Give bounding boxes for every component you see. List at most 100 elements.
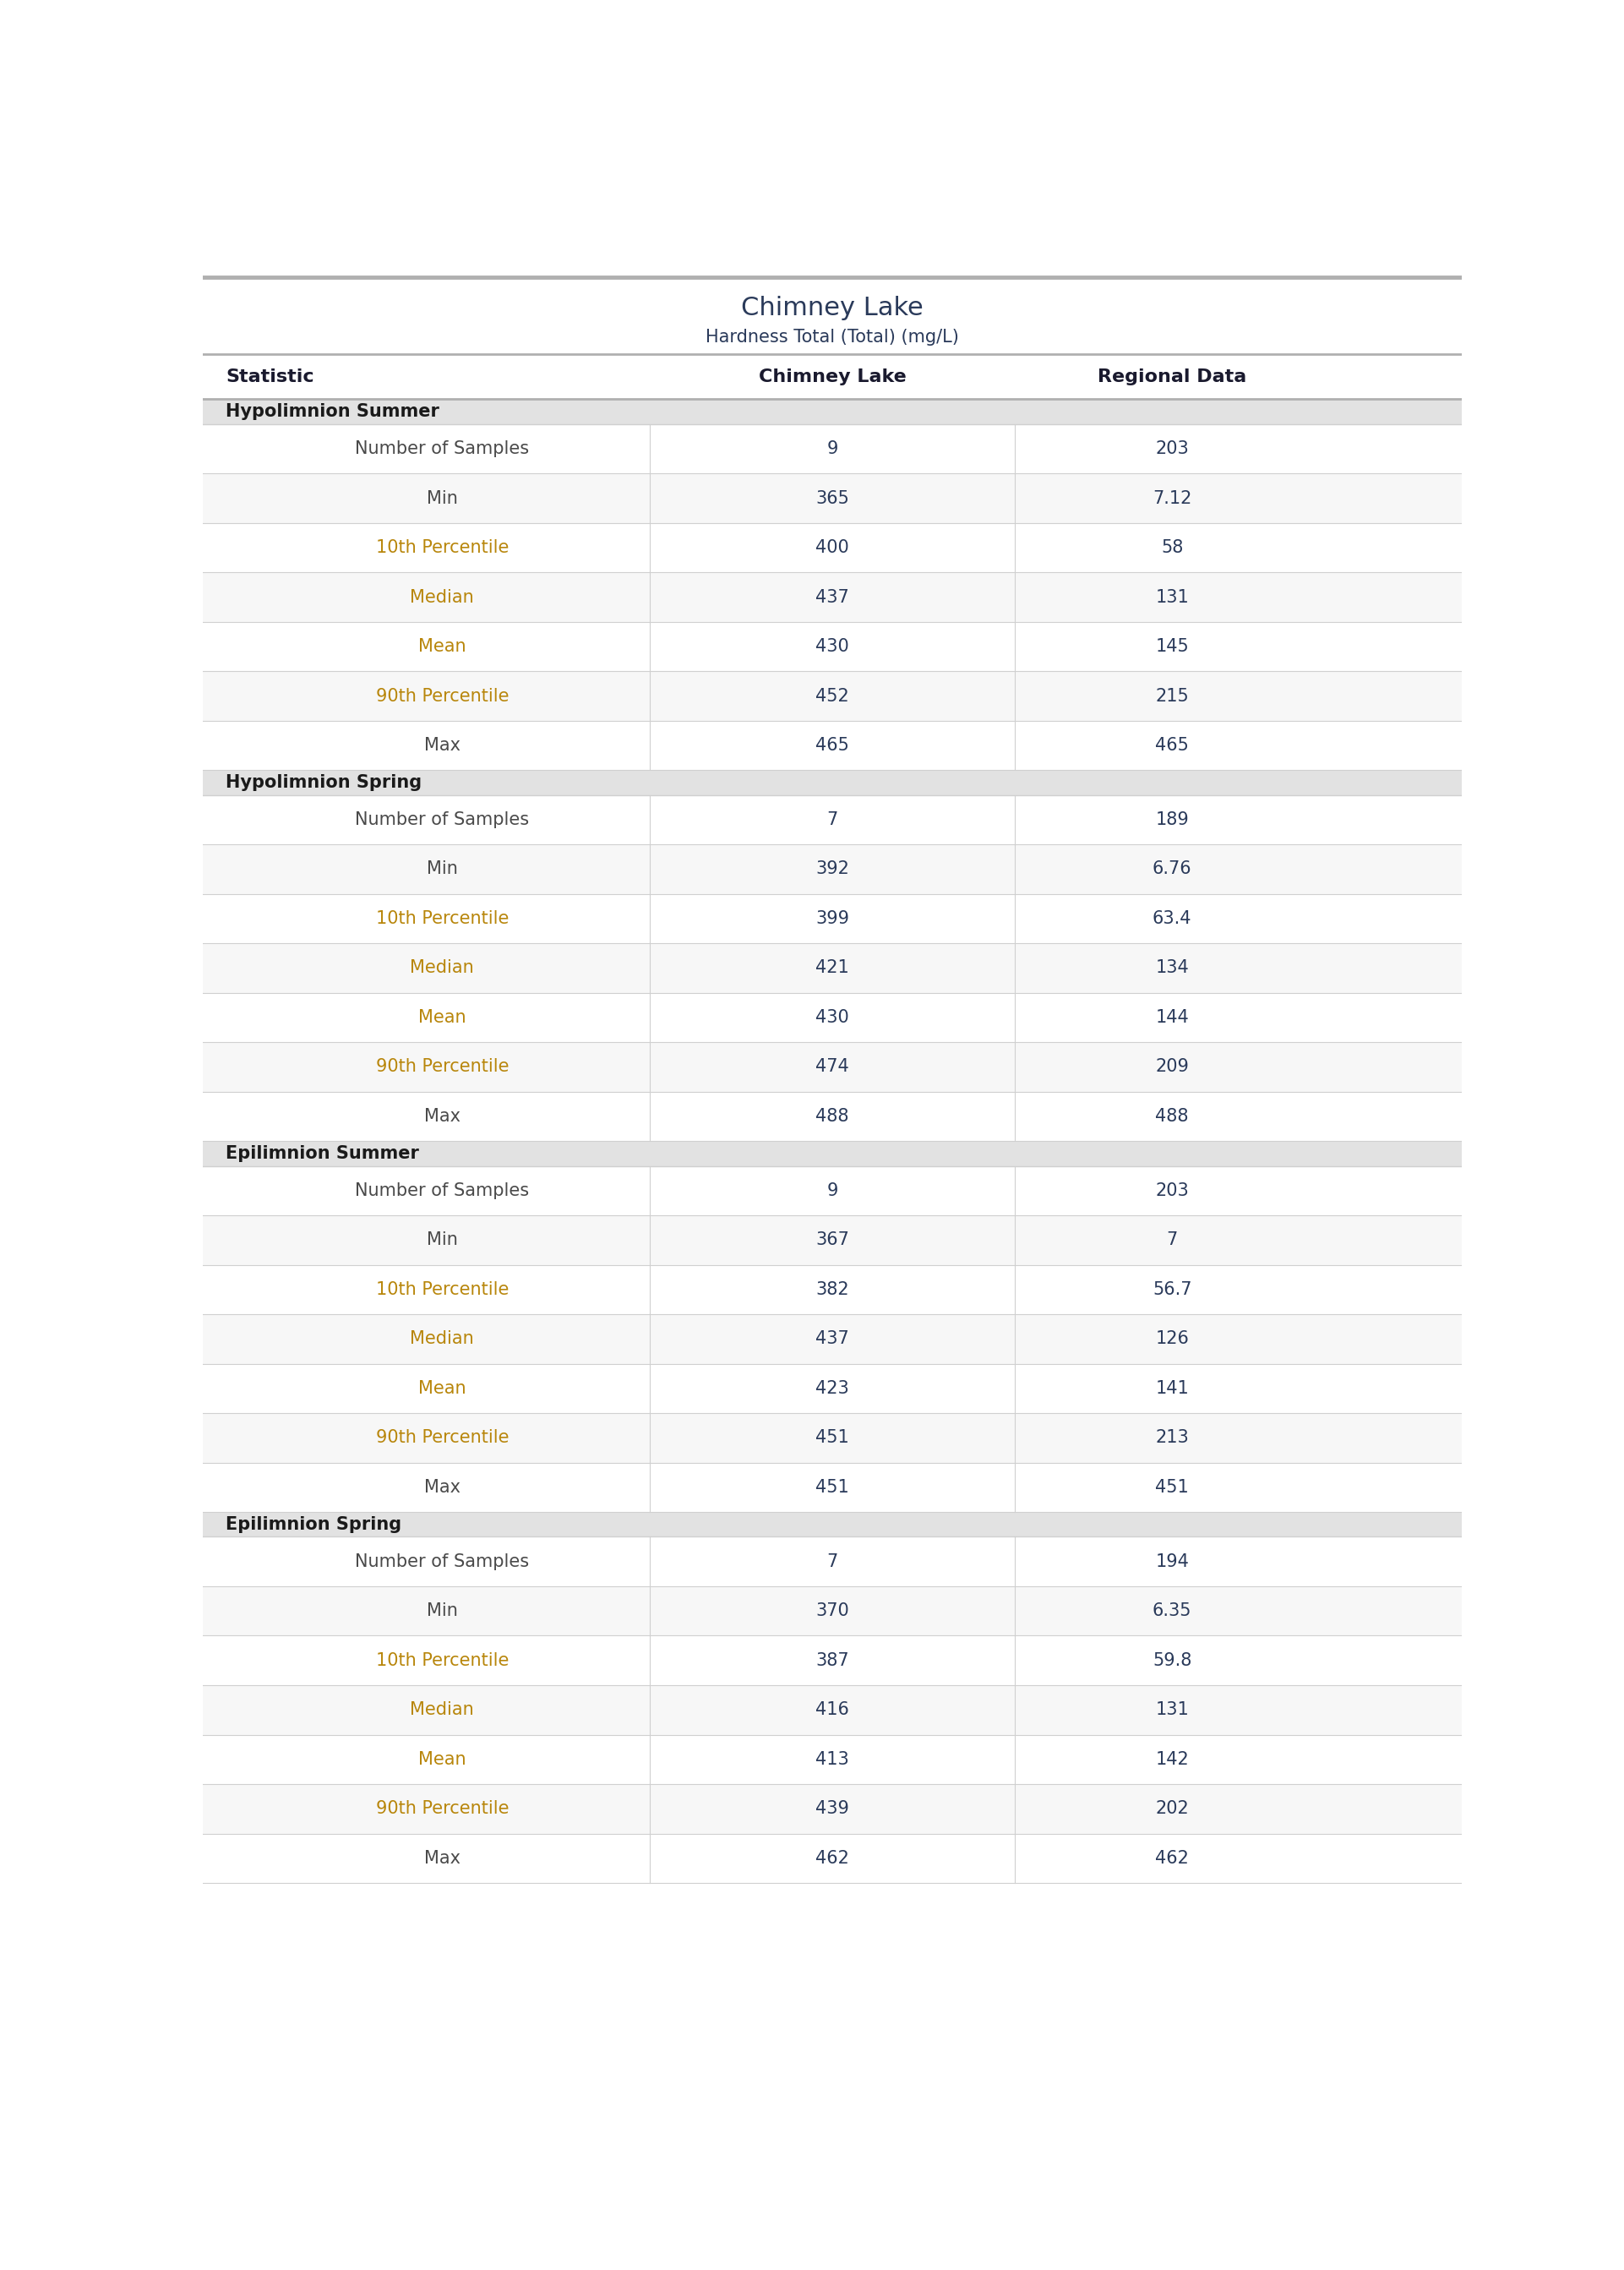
- Text: 126: 126: [1155, 1330, 1189, 1348]
- Text: 10th Percentile: 10th Percentile: [375, 540, 508, 556]
- Text: 439: 439: [815, 1800, 849, 1818]
- FancyBboxPatch shape: [203, 1834, 1462, 1884]
- Text: 131: 131: [1155, 1702, 1189, 1718]
- Text: 90th Percentile: 90th Percentile: [375, 1058, 508, 1076]
- FancyBboxPatch shape: [203, 1587, 1462, 1637]
- Text: Max: Max: [424, 1850, 460, 1866]
- FancyBboxPatch shape: [203, 1512, 1462, 1537]
- Text: 7: 7: [827, 1553, 838, 1571]
- FancyBboxPatch shape: [203, 794, 1462, 844]
- Text: 202: 202: [1155, 1800, 1189, 1818]
- Text: Regional Data: Regional Data: [1098, 368, 1247, 386]
- FancyBboxPatch shape: [203, 1314, 1462, 1364]
- Text: Number of Samples: Number of Samples: [356, 1183, 529, 1199]
- Text: 452: 452: [815, 688, 849, 704]
- Text: 400: 400: [815, 540, 849, 556]
- Text: 451: 451: [1155, 1478, 1189, 1496]
- Text: 462: 462: [1155, 1850, 1189, 1866]
- FancyBboxPatch shape: [203, 1264, 1462, 1314]
- FancyBboxPatch shape: [203, 1414, 1462, 1462]
- FancyBboxPatch shape: [203, 1537, 1462, 1587]
- Text: 142: 142: [1155, 1750, 1189, 1768]
- Text: 382: 382: [815, 1280, 849, 1298]
- Text: 7: 7: [1166, 1233, 1177, 1248]
- FancyBboxPatch shape: [203, 844, 1462, 894]
- Text: 413: 413: [815, 1750, 849, 1768]
- Text: 9: 9: [827, 440, 838, 456]
- Text: 387: 387: [815, 1653, 849, 1668]
- Text: 451: 451: [815, 1430, 849, 1446]
- FancyBboxPatch shape: [203, 1142, 1462, 1167]
- Text: 134: 134: [1155, 960, 1189, 976]
- FancyBboxPatch shape: [203, 1167, 1462, 1214]
- Text: 9: 9: [827, 1183, 838, 1199]
- Text: Chimney Lake: Chimney Lake: [741, 295, 924, 320]
- Text: 462: 462: [815, 1850, 849, 1866]
- Text: Median: Median: [411, 588, 474, 606]
- Text: 215: 215: [1155, 688, 1189, 704]
- Text: 370: 370: [815, 1603, 849, 1619]
- Text: Mean: Mean: [419, 1750, 466, 1768]
- FancyBboxPatch shape: [203, 572, 1462, 622]
- Text: 430: 430: [815, 638, 849, 656]
- Text: 10th Percentile: 10th Percentile: [375, 1280, 508, 1298]
- Text: 465: 465: [815, 738, 849, 754]
- Text: 416: 416: [815, 1702, 849, 1718]
- FancyBboxPatch shape: [203, 622, 1462, 672]
- Text: 56.7: 56.7: [1153, 1280, 1192, 1298]
- Text: 58: 58: [1161, 540, 1184, 556]
- Text: 488: 488: [1155, 1108, 1189, 1126]
- Text: 10th Percentile: 10th Percentile: [375, 910, 508, 926]
- Text: 6.35: 6.35: [1153, 1603, 1192, 1619]
- Text: 474: 474: [815, 1058, 849, 1076]
- Text: 451: 451: [815, 1478, 849, 1496]
- FancyBboxPatch shape: [203, 770, 1462, 794]
- Text: 488: 488: [815, 1108, 849, 1126]
- Text: Statistic: Statistic: [226, 368, 313, 386]
- FancyBboxPatch shape: [203, 1734, 1462, 1784]
- Text: 203: 203: [1155, 440, 1189, 456]
- Text: 209: 209: [1155, 1058, 1189, 1076]
- Text: 465: 465: [1155, 738, 1189, 754]
- Text: 6.76: 6.76: [1153, 860, 1192, 878]
- FancyBboxPatch shape: [203, 424, 1462, 474]
- Text: 430: 430: [815, 1010, 849, 1026]
- FancyBboxPatch shape: [203, 1042, 1462, 1092]
- Text: Hardness Total (Total) (mg/L): Hardness Total (Total) (mg/L): [705, 329, 960, 345]
- Text: 131: 131: [1155, 588, 1189, 606]
- Text: 90th Percentile: 90th Percentile: [375, 1430, 508, 1446]
- Text: Min: Min: [427, 1233, 458, 1248]
- Text: Min: Min: [427, 860, 458, 878]
- FancyBboxPatch shape: [203, 722, 1462, 770]
- Text: 367: 367: [815, 1233, 849, 1248]
- FancyBboxPatch shape: [203, 992, 1462, 1042]
- Text: 189: 189: [1155, 810, 1189, 829]
- Text: 421: 421: [815, 960, 849, 976]
- Text: 7: 7: [827, 810, 838, 829]
- Text: Max: Max: [424, 1108, 460, 1126]
- Text: 145: 145: [1155, 638, 1189, 656]
- Text: 213: 213: [1155, 1430, 1189, 1446]
- Text: 399: 399: [815, 910, 849, 926]
- FancyBboxPatch shape: [203, 1462, 1462, 1512]
- Text: 141: 141: [1155, 1380, 1189, 1396]
- FancyBboxPatch shape: [203, 1214, 1462, 1264]
- Text: Hypolimnion Spring: Hypolimnion Spring: [226, 774, 422, 790]
- FancyBboxPatch shape: [203, 1684, 1462, 1734]
- FancyBboxPatch shape: [203, 1637, 1462, 1684]
- Text: 437: 437: [815, 588, 849, 606]
- Text: 7.12: 7.12: [1153, 490, 1192, 506]
- FancyBboxPatch shape: [203, 672, 1462, 722]
- FancyBboxPatch shape: [203, 944, 1462, 992]
- Text: 423: 423: [815, 1380, 849, 1396]
- Text: 203: 203: [1155, 1183, 1189, 1199]
- Text: 63.4: 63.4: [1153, 910, 1192, 926]
- Text: Min: Min: [427, 1603, 458, 1619]
- Text: 59.8: 59.8: [1153, 1653, 1192, 1668]
- Text: Max: Max: [424, 738, 460, 754]
- Text: 392: 392: [815, 860, 849, 878]
- Text: Median: Median: [411, 960, 474, 976]
- Text: Number of Samples: Number of Samples: [356, 1553, 529, 1571]
- FancyBboxPatch shape: [203, 1364, 1462, 1414]
- Text: Number of Samples: Number of Samples: [356, 810, 529, 829]
